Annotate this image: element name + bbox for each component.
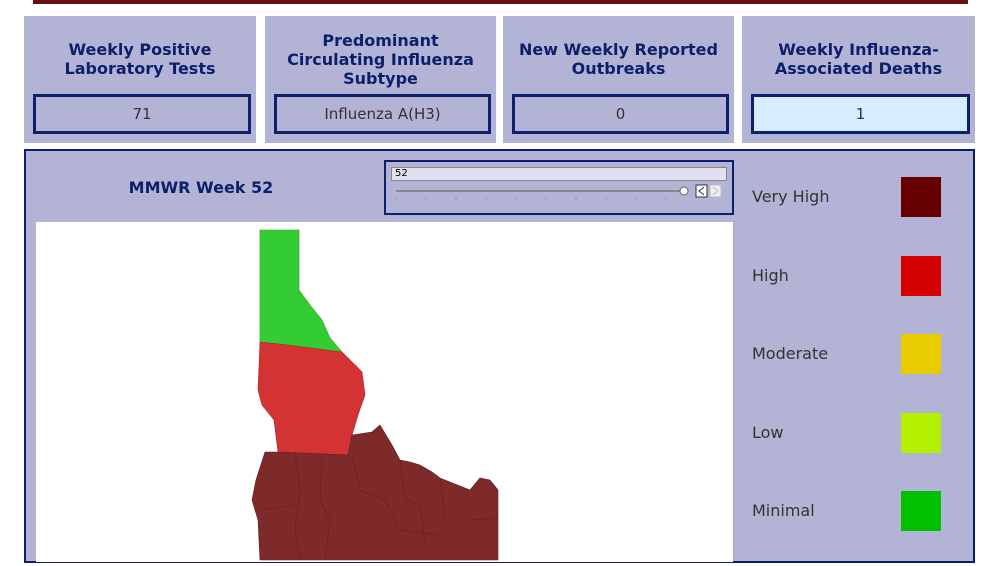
legend-swatch	[901, 412, 941, 453]
region-north-central	[257, 341, 366, 456]
card-title: Predominant Circulating Influenza Subtyp…	[287, 30, 474, 88]
legend-label: High	[752, 265, 789, 285]
legend-item: Low	[752, 412, 957, 453]
legend-item: High	[752, 255, 957, 296]
slider-value: 52	[391, 167, 727, 181]
legend-item: Very High	[752, 177, 957, 217]
card: Predominant Circulating Influenza Subtyp…	[265, 16, 496, 143]
legend-swatch	[901, 255, 941, 296]
card: Weekly Influenza-Associated Deaths 1	[742, 16, 975, 143]
card-value: Influenza A(H3)	[274, 94, 491, 134]
week-label: MMWR Week 52	[128, 177, 274, 197]
main-panel: MMWR Week 52 52 Very High High Mod	[24, 149, 975, 563]
region-north	[259, 229, 343, 353]
region-south	[251, 424, 499, 561]
map	[36, 222, 733, 562]
card-title: Weekly Positive Laboratory Tests	[64, 40, 216, 78]
legend-swatch	[901, 334, 941, 374]
card: Weekly Positive Laboratory Tests 71	[24, 16, 256, 143]
card: New Weekly Reported Outbreaks 0	[503, 16, 734, 143]
legend-label: Moderate	[752, 344, 829, 363]
card-title: New Weekly Reported Outbreaks	[519, 40, 718, 78]
legend-label: Low	[752, 422, 784, 442]
legend-swatch	[901, 177, 941, 217]
legend-label: Very High	[752, 187, 830, 206]
legend-item: Moderate	[752, 334, 957, 374]
card-value: 0	[512, 94, 729, 134]
legend: Very High High Moderate Low Minimal	[742, 151, 973, 561]
slider-track	[395, 184, 722, 200]
card-value: 1	[751, 94, 970, 134]
week-slider[interactable]: 52	[384, 160, 734, 215]
card-value: 71	[33, 94, 251, 134]
top-bar	[33, 0, 968, 4]
legend-item: Minimal	[752, 491, 957, 531]
idaho-map	[251, 229, 499, 561]
legend-swatch	[901, 491, 941, 531]
card-title: Weekly Influenza-Associated Deaths	[774, 40, 943, 78]
legend-label: Minimal	[752, 501, 815, 520]
